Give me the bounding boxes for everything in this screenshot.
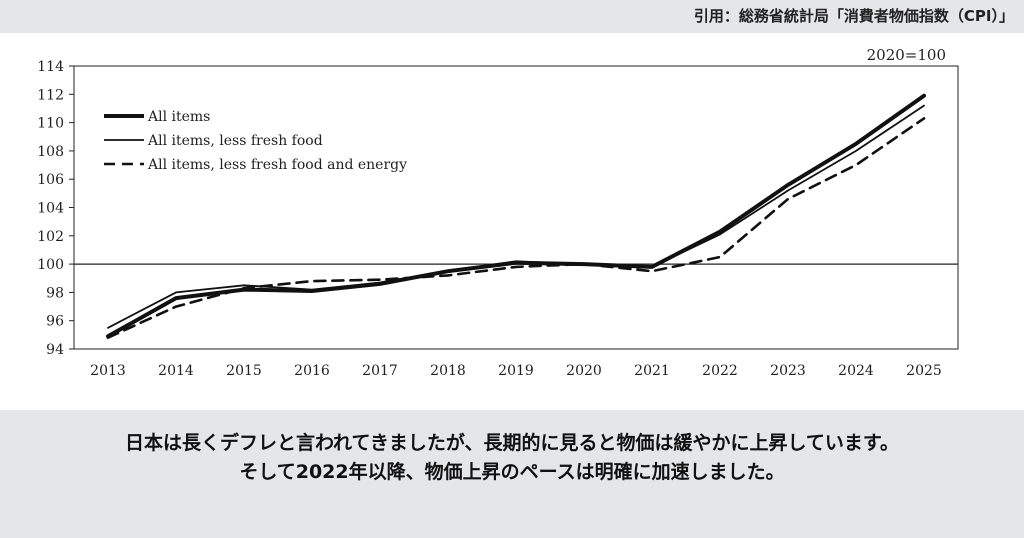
y-tick-label: 98 (46, 285, 64, 301)
chart-area: 94 96 98 100 102 104 106 108 110 112 114 2013 2014 20… (0, 33, 1024, 410)
caption-line-2: そして2022年以降、物価上昇のペースは明確に加速しました。 (239, 461, 785, 483)
y-tick-label: 102 (37, 229, 64, 245)
legend-label-1: All items (147, 109, 210, 125)
legend-label-3: All items, less fresh food and energy (147, 157, 407, 173)
series-line-2 (107, 104, 925, 329)
x-tick-label: 2022 (702, 363, 738, 379)
x-tick-label: 2017 (362, 363, 398, 379)
series-line-3 (106, 117, 926, 340)
x-tick-label: 2020 (566, 363, 602, 379)
x-tick-label: 2018 (430, 363, 466, 379)
y-tick-label: 114 (37, 59, 64, 75)
y-tick-label: 96 (46, 314, 64, 330)
y-tick-label: 106 (37, 172, 64, 188)
source-band: 引用：総務省統計局「消費者物価指数（CPI）」 (0, 0, 1024, 33)
y-tick-label: 94 (46, 342, 64, 358)
x-tick-label: 2015 (226, 363, 262, 379)
y-tick-label: 104 (37, 201, 64, 217)
y-tick-label: 108 (37, 144, 64, 160)
legend-label-2: All items, less fresh food (147, 133, 323, 149)
x-tick-label: 2019 (498, 363, 534, 379)
caption-line-1: 日本は長くデフレと言われてきましたが、長期的に見ると物価は緩やかに上昇しています… (124, 432, 900, 454)
y-tick-label: 100 (37, 257, 64, 273)
x-tick-label: 2021 (634, 363, 670, 379)
x-tick-label: 2013 (90, 363, 126, 379)
base-note: 2020=100 (867, 46, 946, 64)
x-tick-label: 2014 (158, 363, 194, 379)
x-tick-label: 2025 (906, 363, 942, 379)
x-tick-label: 2016 (294, 363, 330, 379)
y-tick-label: 110 (37, 116, 64, 132)
series-line-1 (106, 93, 926, 339)
y-tick-label: 112 (37, 87, 64, 103)
x-tick-label: 2023 (770, 363, 806, 379)
x-tick-label: 2024 (838, 363, 874, 379)
caption-band: 日本は長くデフレと言われてきましたが、長期的に見ると物価は緩やかに上昇しています… (0, 410, 1024, 538)
source-note: 引用：総務省統計局「消費者物価指数（CPI）」 (693, 7, 1014, 25)
cpi-line-chart: 94 96 98 100 102 104 106 108 110 112 114 2013 2014 20… (37, 46, 959, 379)
